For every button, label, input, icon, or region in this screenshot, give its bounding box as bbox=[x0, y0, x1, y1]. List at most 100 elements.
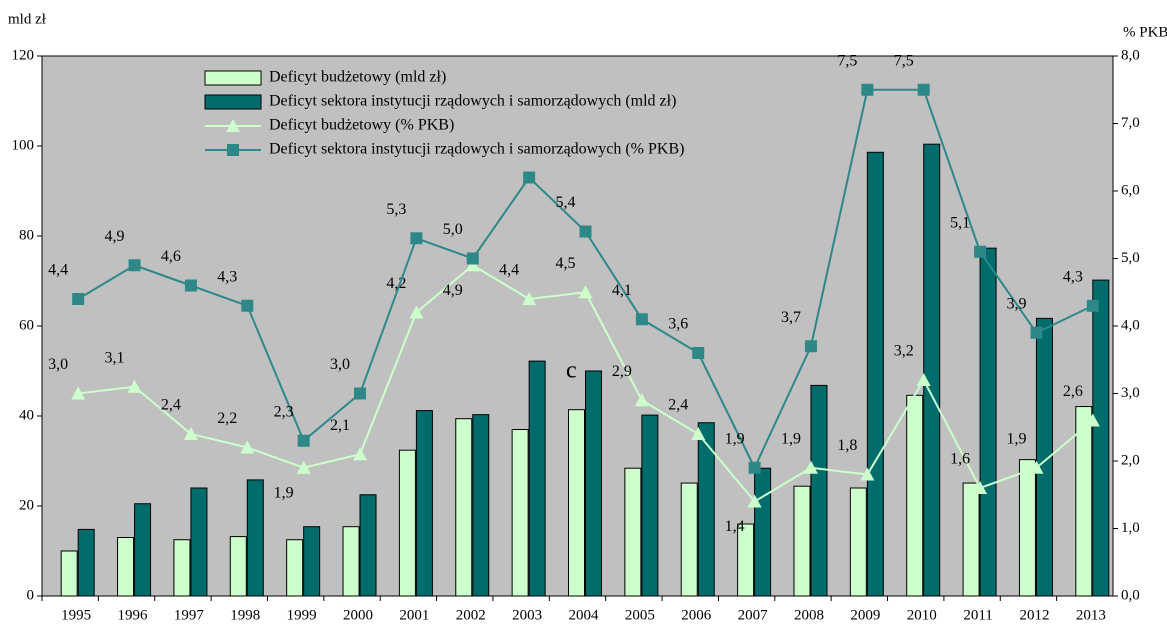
marker bbox=[635, 313, 648, 326]
y2-tick-label: 4,0 bbox=[1121, 317, 1140, 333]
data-label: 3,0 bbox=[330, 356, 350, 373]
marker bbox=[974, 245, 987, 258]
bar bbox=[1075, 406, 1093, 597]
y-tick-label: 60 bbox=[19, 317, 34, 333]
bar bbox=[342, 526, 360, 597]
bar bbox=[415, 410, 433, 597]
data-label: 3,1 bbox=[105, 349, 125, 366]
marker bbox=[72, 293, 85, 305]
bar bbox=[398, 449, 416, 597]
annotation: c bbox=[566, 358, 577, 384]
bar bbox=[511, 429, 529, 597]
marker bbox=[354, 387, 367, 400]
y-tick-label: 0 bbox=[27, 587, 35, 603]
legend-label: Deficyt budżetowy (mld zł) bbox=[269, 69, 446, 86]
data-label: 2,9 bbox=[612, 363, 632, 380]
bar bbox=[849, 487, 867, 597]
y2-tick-label: 8,0 bbox=[1121, 47, 1140, 63]
marker bbox=[973, 481, 988, 494]
x-tick-label: 2003 bbox=[512, 607, 542, 623]
bar bbox=[810, 384, 828, 597]
bar bbox=[1035, 317, 1053, 597]
data-label: 1,9 bbox=[725, 430, 745, 447]
y-axis-title: mld zł bbox=[8, 11, 47, 27]
marker bbox=[127, 379, 142, 393]
bar bbox=[359, 494, 377, 597]
data-label: 4,3 bbox=[1063, 268, 1083, 285]
marker bbox=[296, 460, 311, 474]
marker bbox=[1085, 413, 1100, 427]
bar bbox=[303, 526, 321, 597]
bar bbox=[923, 143, 941, 597]
x-tick-label: 2007 bbox=[738, 607, 769, 623]
x-tick-label: 2008 bbox=[794, 607, 824, 623]
x-tick-label: 2001 bbox=[399, 607, 429, 623]
y-tick-label: 120 bbox=[12, 47, 35, 63]
marker bbox=[1029, 460, 1044, 474]
y2-tick-label: 6,0 bbox=[1121, 182, 1140, 198]
data-label: 4,1 bbox=[612, 282, 632, 299]
data-label: 5,0 bbox=[443, 221, 463, 238]
marker bbox=[227, 144, 239, 156]
data-label: 4,9 bbox=[443, 282, 463, 299]
y-tick-label: 20 bbox=[19, 497, 34, 513]
marker bbox=[71, 386, 86, 400]
legend-label: Deficyt sektora instytucji rządowych i s… bbox=[269, 93, 676, 110]
data-label: 4,2 bbox=[386, 275, 406, 292]
bar bbox=[455, 418, 473, 597]
data-label: 2,4 bbox=[668, 397, 688, 414]
marker bbox=[183, 427, 198, 440]
data-label: 5,3 bbox=[386, 201, 406, 218]
bar bbox=[60, 550, 78, 597]
marker bbox=[691, 427, 706, 440]
marker bbox=[240, 440, 255, 454]
data-label: 2,3 bbox=[274, 403, 294, 420]
data-label: 2,4 bbox=[161, 397, 181, 414]
data-label: 5,4 bbox=[556, 194, 576, 211]
data-label: 3,7 bbox=[781, 309, 801, 326]
marker bbox=[803, 460, 818, 474]
data-label: 7,5 bbox=[894, 52, 914, 69]
bar bbox=[737, 523, 755, 597]
bar bbox=[1018, 459, 1036, 597]
bar bbox=[793, 485, 811, 597]
bar bbox=[472, 414, 490, 597]
bar bbox=[117, 537, 135, 597]
y2-tick-label: 3,0 bbox=[1121, 385, 1140, 401]
bar bbox=[697, 422, 715, 597]
marker bbox=[226, 119, 240, 132]
data-label: 4,6 bbox=[161, 248, 181, 265]
data-label: 3,9 bbox=[1006, 295, 1026, 312]
x-tick-label: 2011 bbox=[963, 607, 992, 623]
y2-axis-title: % PKB bbox=[1123, 24, 1167, 40]
marker bbox=[860, 467, 875, 481]
y2-tick-label: 2,0 bbox=[1121, 452, 1140, 468]
marker bbox=[465, 258, 480, 272]
legend-swatch bbox=[204, 94, 262, 110]
marker bbox=[747, 494, 762, 508]
y2-tick-label: 0,0 bbox=[1121, 587, 1140, 603]
marker bbox=[128, 259, 141, 272]
data-label: 4,9 bbox=[105, 228, 125, 245]
marker bbox=[523, 171, 536, 184]
marker bbox=[409, 305, 424, 319]
marker bbox=[241, 299, 254, 312]
data-label: 1,9 bbox=[274, 484, 294, 501]
x-tick-label: 2013 bbox=[1076, 607, 1106, 623]
bar bbox=[1092, 279, 1110, 597]
legend-swatch bbox=[204, 70, 262, 86]
data-label: 1,9 bbox=[1006, 430, 1026, 447]
y2-tick-label: 7,0 bbox=[1121, 115, 1140, 131]
y-tick-label: 40 bbox=[19, 407, 34, 423]
data-label: 1,8 bbox=[837, 437, 857, 454]
data-label: 5,1 bbox=[950, 214, 970, 231]
data-label: 1,4 bbox=[725, 518, 745, 535]
x-tick-label: 2005 bbox=[625, 607, 655, 623]
data-label: 3,0 bbox=[48, 356, 68, 373]
data-label: 2,6 bbox=[1063, 383, 1083, 400]
x-tick-label: 2006 bbox=[681, 607, 712, 623]
bar bbox=[585, 370, 602, 597]
data-label: 2,1 bbox=[330, 417, 350, 434]
data-label: 1,6 bbox=[950, 451, 970, 468]
